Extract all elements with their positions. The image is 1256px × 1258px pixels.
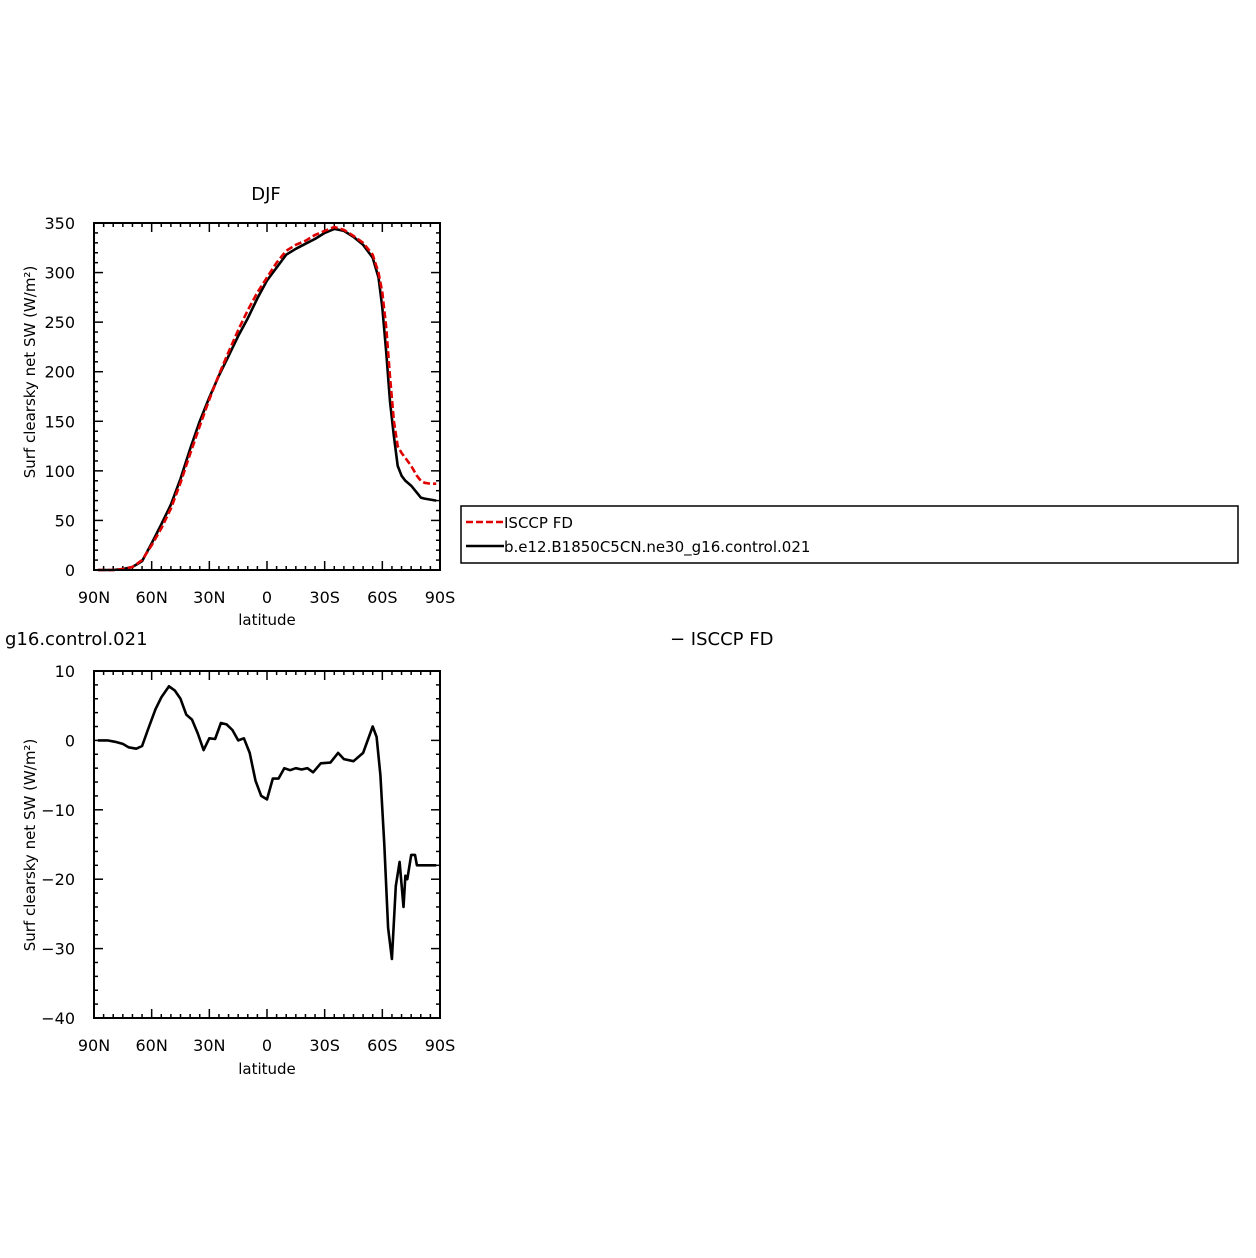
y-tick-label: 100 xyxy=(44,462,75,481)
chart-bottom-ylabel: Surf clearsky net SW (W/m²) xyxy=(21,739,39,952)
chart-top: DJF latitude Surf clearsky net SW (W/m²)… xyxy=(21,184,455,629)
x-tick-label: 30N xyxy=(193,588,225,607)
series-line-0-0 xyxy=(97,225,437,572)
y-tick-label: 10 xyxy=(55,662,75,681)
x-tick-label: 90S xyxy=(425,1036,456,1055)
legend-box xyxy=(460,505,1239,564)
chart-top-frame xyxy=(93,222,441,571)
y-tick-label: 300 xyxy=(44,264,75,283)
x-tick-label: 0 xyxy=(262,588,272,607)
chart-bottom: g16.control.021 − ISCCP FD latitude Surf… xyxy=(5,629,773,1078)
legend: ISCCP FD b.e12.B1850C5CN.ne30_g16.contro… xyxy=(460,505,1239,564)
y-tick-label: 50 xyxy=(55,511,75,530)
x-tick-label: 30N xyxy=(193,1036,225,1055)
chart-bottom-xlabel: latitude xyxy=(238,1060,296,1078)
x-tick-label: 90N xyxy=(78,1036,110,1055)
legend-label-isccp: ISCCP FD xyxy=(504,514,573,532)
chart-bottom-title: g16.control.021 xyxy=(5,629,148,650)
x-tick-label: 90S xyxy=(425,588,456,607)
x-tick-label: 60S xyxy=(367,1036,398,1055)
series-line-0-1 xyxy=(97,227,437,572)
y-tick-label: −40 xyxy=(41,1009,75,1028)
y-tick-label: 250 xyxy=(44,313,75,332)
chart-top-ylabel: Surf clearsky net SW (W/m²) xyxy=(21,266,39,479)
x-tick-label: 0 xyxy=(262,1036,272,1055)
y-tick-label: 350 xyxy=(44,214,75,233)
y-tick-label: 150 xyxy=(44,412,75,431)
x-tick-label: 60N xyxy=(136,1036,168,1055)
x-tick-label: 60S xyxy=(367,588,398,607)
x-tick-label: 90N xyxy=(78,588,110,607)
legend-label-model: b.e12.B1850C5CN.ne30_g16.control.021 xyxy=(504,538,810,557)
chart-bottom-subtitle: − ISCCP FD xyxy=(670,629,773,650)
y-tick-label: −30 xyxy=(41,940,75,959)
chart-bottom-frame xyxy=(93,670,441,1019)
chart-top-xlabel: latitude xyxy=(238,611,296,629)
x-tick-label: 60N xyxy=(136,588,168,607)
x-tick-label: 30S xyxy=(309,1036,340,1055)
y-tick-label: 0 xyxy=(65,561,75,580)
y-tick-label: 200 xyxy=(44,363,75,382)
series-line-1-0 xyxy=(97,684,437,961)
y-tick-label: 0 xyxy=(65,731,75,750)
x-tick-label: 30S xyxy=(309,588,340,607)
y-tick-label: −20 xyxy=(41,870,75,889)
y-tick-label: −10 xyxy=(41,801,75,820)
chart-top-title: DJF xyxy=(251,184,281,205)
